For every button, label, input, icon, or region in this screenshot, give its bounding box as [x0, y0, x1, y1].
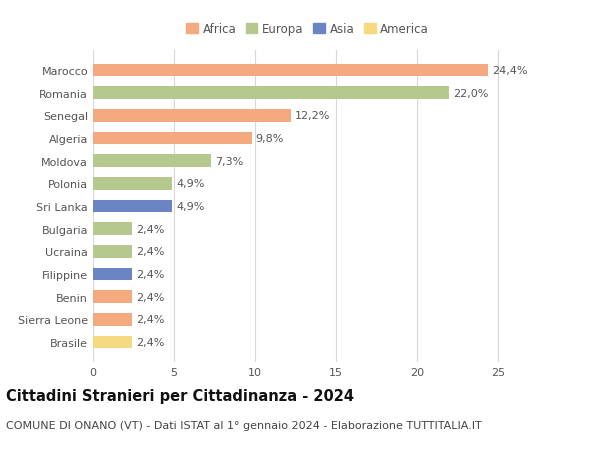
Bar — [93, 200, 172, 213]
Text: 2,4%: 2,4% — [136, 224, 164, 234]
Text: Cittadini Stranieri per Cittadinanza - 2024: Cittadini Stranieri per Cittadinanza - 2… — [6, 388, 354, 403]
Bar — [93, 178, 172, 190]
Bar — [93, 110, 290, 123]
Text: 24,4%: 24,4% — [492, 66, 527, 76]
Text: 2,4%: 2,4% — [136, 269, 164, 280]
Bar — [93, 246, 132, 258]
Bar — [93, 133, 251, 145]
Bar — [93, 268, 132, 280]
Text: 7,3%: 7,3% — [215, 157, 244, 166]
Bar — [93, 87, 449, 100]
Text: 12,2%: 12,2% — [295, 111, 330, 121]
Bar — [93, 65, 488, 77]
Bar — [93, 313, 132, 326]
Bar — [93, 223, 132, 235]
Legend: Africa, Europa, Asia, America: Africa, Europa, Asia, America — [184, 21, 431, 38]
Text: COMUNE DI ONANO (VT) - Dati ISTAT al 1° gennaio 2024 - Elaborazione TUTTITALIA.I: COMUNE DI ONANO (VT) - Dati ISTAT al 1° … — [6, 420, 482, 430]
Bar — [93, 336, 132, 348]
Text: 9,8%: 9,8% — [256, 134, 284, 144]
Text: 2,4%: 2,4% — [136, 314, 164, 325]
Bar — [93, 155, 211, 168]
Bar — [93, 291, 132, 303]
Text: 4,9%: 4,9% — [176, 179, 205, 189]
Text: 2,4%: 2,4% — [136, 247, 164, 257]
Text: 2,4%: 2,4% — [136, 337, 164, 347]
Text: 22,0%: 22,0% — [453, 89, 488, 99]
Text: 2,4%: 2,4% — [136, 292, 164, 302]
Text: 4,9%: 4,9% — [176, 202, 205, 212]
